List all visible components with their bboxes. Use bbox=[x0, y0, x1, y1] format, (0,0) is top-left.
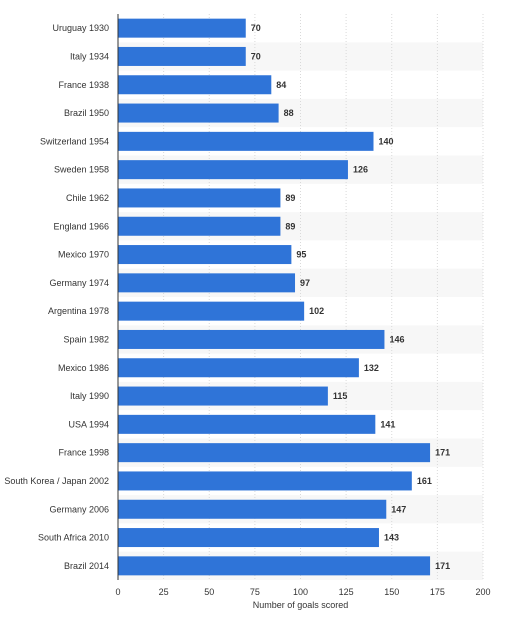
x-tick-label: 50 bbox=[204, 587, 214, 597]
x-tick-label: 125 bbox=[339, 587, 354, 597]
bar bbox=[118, 18, 246, 38]
category-labels: Uruguay 1930 Italy 1934 France 1938 Brazil … bbox=[4, 23, 109, 571]
bar bbox=[118, 358, 359, 378]
value-label: 147 bbox=[391, 504, 406, 514]
bar bbox=[118, 160, 348, 180]
bar bbox=[118, 528, 379, 548]
category-label: France 1998 bbox=[58, 448, 109, 458]
value-label: 89 bbox=[285, 193, 295, 203]
x-axis-title: Number of goals scored bbox=[253, 600, 349, 610]
value-label: 143 bbox=[384, 533, 399, 543]
value-label: 140 bbox=[379, 136, 394, 146]
category-label: Brazil 1950 bbox=[64, 108, 109, 118]
category-label: Italy 1990 bbox=[70, 391, 109, 401]
value-label: 84 bbox=[276, 80, 286, 90]
value-label: 132 bbox=[364, 363, 379, 373]
bar bbox=[118, 216, 281, 236]
value-labels: 70 70 84 88 140 126 89 89 95 97 102 146 132 115 141 171… bbox=[251, 23, 450, 571]
x-tick-label: 75 bbox=[250, 587, 260, 597]
bar bbox=[118, 386, 328, 406]
category-label: USA 1994 bbox=[68, 419, 109, 429]
value-label: 102 bbox=[309, 306, 324, 316]
category-label: South Africa 2010 bbox=[38, 533, 109, 543]
category-label: Mexico 1970 bbox=[58, 250, 109, 260]
bars bbox=[118, 18, 431, 576]
category-label: Sweden 1958 bbox=[54, 165, 109, 175]
x-tick-label: 200 bbox=[475, 587, 490, 597]
value-label: 141 bbox=[380, 419, 395, 429]
x-tick-labels: 0 25 50 75 100 125 150 175 200 bbox=[115, 587, 490, 597]
value-label: 70 bbox=[251, 23, 261, 33]
category-label: Spain 1982 bbox=[63, 334, 109, 344]
category-label: Switzerland 1954 bbox=[40, 136, 109, 146]
value-label: 95 bbox=[296, 250, 306, 260]
value-label: 126 bbox=[353, 165, 368, 175]
bar bbox=[118, 499, 387, 519]
value-label: 89 bbox=[285, 221, 295, 231]
x-tick-label: 150 bbox=[384, 587, 399, 597]
bar bbox=[118, 273, 296, 293]
bar bbox=[118, 471, 412, 491]
bar bbox=[118, 103, 279, 123]
category-label: Chile 1962 bbox=[66, 193, 109, 203]
value-label: 97 bbox=[300, 278, 310, 288]
value-label: 115 bbox=[333, 391, 348, 401]
category-label: Uruguay 1930 bbox=[52, 23, 109, 33]
x-tick-label: 100 bbox=[293, 587, 308, 597]
value-label: 70 bbox=[251, 51, 261, 61]
value-label: 171 bbox=[435, 561, 450, 571]
value-label: 161 bbox=[417, 476, 432, 486]
category-label: Germany 2006 bbox=[49, 504, 109, 514]
bar bbox=[118, 443, 431, 463]
category-label: South Korea / Japan 2002 bbox=[4, 476, 109, 486]
bar bbox=[118, 329, 385, 349]
bar bbox=[118, 245, 292, 265]
bar bbox=[118, 414, 376, 434]
x-tick-label: 25 bbox=[159, 587, 169, 597]
x-tick-label: 175 bbox=[430, 587, 445, 597]
value-label: 171 bbox=[435, 448, 450, 458]
category-label: Italy 1934 bbox=[70, 51, 109, 61]
category-label: Germany 1974 bbox=[49, 278, 109, 288]
bar bbox=[118, 75, 272, 95]
category-label: Argentina 1978 bbox=[48, 306, 109, 316]
bar bbox=[118, 46, 246, 66]
value-label: 88 bbox=[284, 108, 294, 118]
category-label: France 1938 bbox=[58, 80, 109, 90]
category-label: Brazil 2014 bbox=[64, 561, 109, 571]
category-label: England 1966 bbox=[53, 221, 109, 231]
value-label: 146 bbox=[389, 334, 404, 344]
category-label: Mexico 1986 bbox=[58, 363, 109, 373]
bar bbox=[118, 188, 281, 208]
x-tick-label: 0 bbox=[115, 587, 120, 597]
bar bbox=[118, 556, 431, 576]
bar bbox=[118, 131, 374, 151]
bar bbox=[118, 301, 305, 321]
